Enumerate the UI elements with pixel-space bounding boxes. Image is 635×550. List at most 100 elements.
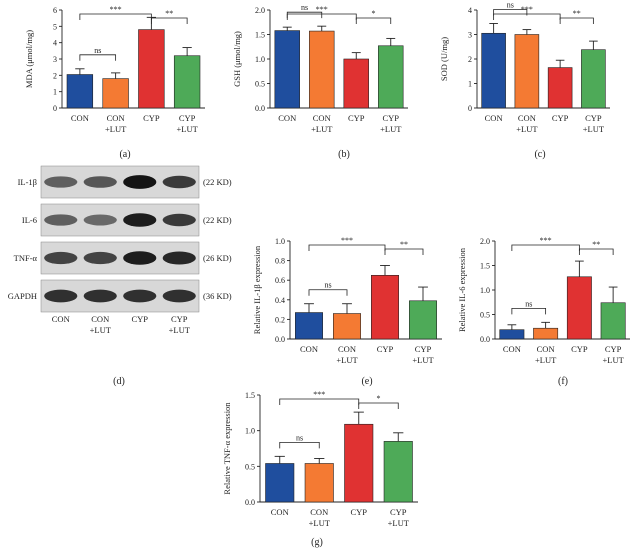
category-label: CYP bbox=[390, 507, 407, 517]
bar-cyp-lut bbox=[173, 55, 201, 109]
blot-band bbox=[123, 251, 157, 265]
significance-bracket bbox=[279, 441, 320, 449]
y-tick-label: 2.0 bbox=[255, 6, 265, 15]
bar-con bbox=[274, 30, 300, 109]
bar-cyp bbox=[566, 276, 592, 340]
y-tick-label: 1.5 bbox=[480, 262, 490, 271]
bar-cyp bbox=[343, 58, 369, 109]
bar-cyp-lut bbox=[600, 302, 626, 340]
significance-bracket bbox=[355, 17, 392, 24]
y-tick-label: 1.0 bbox=[275, 237, 285, 246]
significance-bracket bbox=[286, 13, 357, 20]
category-label: CON bbox=[310, 507, 328, 517]
bar-cyp-lut bbox=[383, 441, 413, 503]
blot-protein-label: GAPDH bbox=[8, 291, 37, 301]
y-tick-label: 4 bbox=[53, 39, 57, 48]
blot-band bbox=[83, 176, 117, 188]
y-tick-label: 0.6 bbox=[275, 276, 285, 285]
blot-size-label: (36 KD) bbox=[203, 291, 232, 301]
y-tick-label: 0.2 bbox=[275, 315, 285, 324]
category-label-suffix: +LUT bbox=[176, 124, 198, 134]
bar-con bbox=[295, 312, 323, 340]
y-tick-label: 0.8 bbox=[275, 257, 285, 266]
category-label-suffix: +LUT bbox=[309, 518, 331, 528]
y-tick-label: 6 bbox=[53, 6, 57, 15]
y-axis-title: GSH (μmol/mg) bbox=[232, 31, 242, 87]
category-label: CYP bbox=[585, 113, 602, 123]
category-label-suffix: +LUT bbox=[516, 124, 538, 134]
blot-lane-label-suffix: +LUT bbox=[169, 325, 191, 335]
significance-bracket bbox=[308, 289, 348, 296]
panel-label: (b) bbox=[338, 149, 350, 160]
y-tick-label: 2 bbox=[468, 55, 472, 64]
panel-label: (g) bbox=[311, 537, 323, 548]
category-label-suffix: +LUT bbox=[336, 355, 358, 365]
blot-band bbox=[123, 289, 157, 303]
blot-protein-label: IL-6 bbox=[22, 215, 37, 225]
blot-lane-label: CON bbox=[52, 314, 70, 324]
significance-bracket bbox=[358, 402, 399, 409]
significance-label: ** bbox=[165, 9, 173, 18]
bar-cyp bbox=[344, 423, 374, 503]
y-axis-title: Relative IL-6 expression bbox=[457, 247, 467, 332]
category-label: CYP bbox=[552, 113, 569, 123]
significance-label: * bbox=[372, 9, 376, 18]
category-label: CYP bbox=[377, 344, 394, 354]
category-label-suffix: +LUT bbox=[311, 124, 333, 134]
category-label: CON bbox=[313, 113, 331, 123]
blot-band bbox=[162, 213, 196, 227]
bar-cyp bbox=[371, 274, 399, 340]
blot-band bbox=[44, 214, 78, 226]
category-label: CON bbox=[537, 344, 555, 354]
blot-lane-label: CON bbox=[91, 314, 109, 324]
blot-lane-label-suffix: +LUT bbox=[90, 325, 112, 335]
significance-bracket bbox=[511, 307, 547, 315]
significance-label: *** bbox=[341, 236, 353, 245]
significance-bracket bbox=[384, 248, 424, 255]
category-label-suffix: +LUT bbox=[412, 355, 434, 365]
blot-protein-label: IL-1β bbox=[18, 177, 37, 187]
y-axis-title: Relative TNF-α expression bbox=[222, 402, 232, 495]
blot-band bbox=[83, 251, 117, 265]
significance-bracket bbox=[559, 17, 594, 24]
bar-cyp-lut bbox=[581, 49, 606, 109]
significance-label: ** bbox=[592, 240, 600, 249]
category-label: CYP bbox=[415, 344, 432, 354]
y-tick-label: 0 bbox=[468, 104, 472, 113]
bar-con bbox=[265, 463, 295, 503]
y-tick-label: 0.0 bbox=[255, 104, 265, 113]
category-label-suffix: +LUT bbox=[388, 518, 410, 528]
y-tick-label: 0.0 bbox=[245, 498, 255, 507]
y-tick-label: 1.5 bbox=[245, 391, 255, 400]
category-label: CYP bbox=[348, 113, 365, 123]
bar-con-lut bbox=[333, 313, 361, 340]
y-tick-label: 0.5 bbox=[255, 80, 265, 89]
y-tick-label: 1.0 bbox=[480, 286, 490, 295]
y-axis-title: Relative IL-1β expression bbox=[252, 245, 262, 334]
significance-label: ns bbox=[525, 299, 532, 308]
blot-size-label: (26 KD) bbox=[203, 253, 232, 263]
chart-e: 0.0 0.2 0.4 0.6 0.8 1.0 Relative IL-1β express… bbox=[252, 236, 442, 387]
category-label: CON bbox=[518, 113, 536, 123]
category-label: CON bbox=[503, 344, 521, 354]
significance-label: ns bbox=[324, 281, 331, 290]
panel-label: (a) bbox=[119, 149, 130, 160]
category-label: CON bbox=[278, 113, 296, 123]
category-label: CON bbox=[338, 344, 356, 354]
blot-size-label: (22 KD) bbox=[203, 177, 232, 187]
significance-bracket bbox=[511, 244, 580, 251]
bar-con bbox=[499, 329, 525, 340]
significance-label: ns bbox=[296, 433, 303, 442]
blot-band bbox=[83, 289, 117, 303]
category-label: CYP bbox=[350, 507, 367, 517]
category-label: CYP bbox=[382, 113, 399, 123]
y-tick-label: 0.0 bbox=[275, 335, 285, 344]
category-label-suffix: +LUT bbox=[535, 355, 557, 365]
bar-con-lut bbox=[304, 463, 334, 503]
y-tick-label: 1.0 bbox=[255, 55, 265, 64]
category-label-suffix: +LUT bbox=[583, 124, 605, 134]
panel-label: (e) bbox=[361, 376, 372, 387]
bar-cyp-lut bbox=[378, 45, 404, 109]
